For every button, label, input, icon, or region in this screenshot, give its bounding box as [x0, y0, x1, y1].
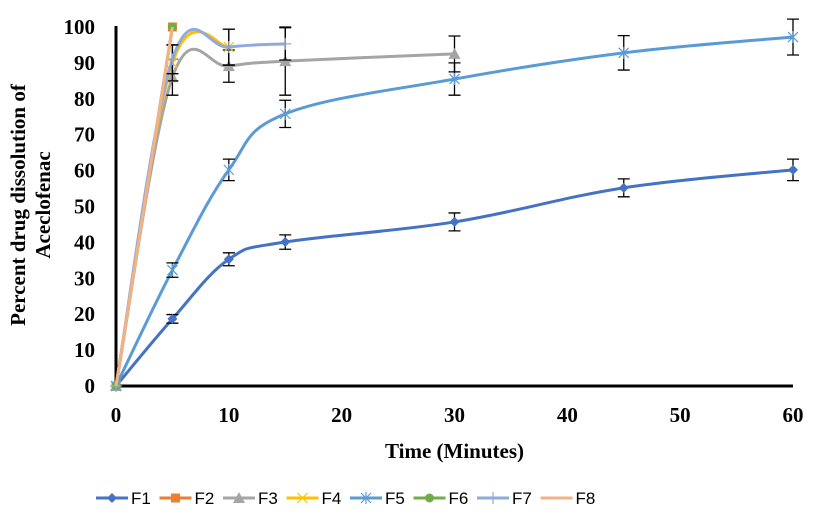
data-point	[618, 46, 630, 59]
legend-marker	[425, 493, 434, 503]
legend-marker	[107, 493, 117, 503]
y-tick-label: 60	[74, 159, 95, 183]
legend-label: F3	[258, 489, 278, 508]
data-point	[279, 107, 291, 120]
data-point	[280, 237, 291, 248]
legend-item-f1: F1	[96, 489, 151, 508]
legend-label: F7	[512, 489, 532, 508]
x-tick-label: 10	[218, 403, 239, 427]
axes	[114, 26, 793, 388]
legend-marker	[297, 492, 308, 504]
data-point	[279, 37, 292, 50]
data-point	[166, 264, 178, 277]
x-axis-title: Time (Minutes)	[385, 439, 524, 463]
y-tick-label: 40	[74, 230, 95, 254]
legend-label: F4	[322, 489, 342, 508]
legend-item-f3: F3	[223, 489, 278, 508]
y-tick-label: 20	[74, 302, 95, 326]
y-axis-title-line-1: Percent drug dissolution of	[6, 83, 30, 326]
legend-item-f4: F4	[286, 489, 342, 508]
legend-marker	[487, 492, 499, 504]
y-tick-label: 10	[74, 338, 95, 362]
legend-item-f7: F7	[477, 489, 532, 508]
series-layer	[110, 18, 799, 392]
data-point	[788, 164, 798, 175]
data-point	[448, 47, 461, 59]
data-point	[449, 216, 460, 227]
x-tick-label: 0	[111, 403, 122, 427]
y-tick-label: 30	[74, 266, 95, 290]
y-tick-label: 100	[64, 15, 96, 39]
legend-item-f8: F8	[540, 489, 596, 508]
legend-label: F1	[131, 489, 151, 508]
series-f7	[110, 27, 292, 392]
series-line-f1	[114, 168, 794, 387]
legend-item-f5: F5	[350, 489, 405, 508]
x-tick-label: 50	[670, 403, 691, 427]
legend-marker	[233, 492, 245, 503]
data-point	[167, 313, 178, 324]
y-axis-title-line-2: Aceclofenac	[31, 151, 55, 258]
legend-label: F6	[449, 489, 469, 508]
legend-marker	[171, 493, 180, 503]
x-tick-label: 60	[783, 403, 804, 427]
x-tick-label: 40	[557, 403, 578, 427]
x-tick-label: 20	[331, 403, 352, 427]
series-f5	[110, 18, 799, 392]
y-tick-label: 90	[74, 51, 95, 75]
legend-item-f6: F6	[413, 489, 469, 508]
x-tick-label: 30	[444, 403, 465, 427]
y-tick-label: 80	[74, 87, 95, 111]
data-point	[787, 31, 799, 44]
legend: F1 F2 F3 F4 F5 F6 F7 F8	[96, 489, 595, 508]
series-line-f8	[114, 26, 174, 387]
data-point	[449, 73, 460, 86]
y-tick-labels: 0 10 20 30 40 50 60 70 80 90 100	[64, 15, 96, 398]
data-point	[223, 163, 235, 176]
series-f8	[114, 26, 174, 387]
data-point	[618, 182, 629, 193]
x-tick-labels: 0 10 20 30 40 50 60	[111, 403, 804, 427]
legend-label: F5	[385, 489, 405, 508]
y-tick-label: 70	[74, 123, 95, 147]
legend-label: F8	[576, 489, 596, 508]
legend-marker	[360, 492, 372, 504]
legend-label: F2	[195, 489, 215, 508]
legend-item-f2: F2	[159, 489, 215, 508]
y-tick-label: 0	[85, 374, 96, 398]
y-axis-title: Percent drug dissolution of Aceclofenac	[6, 83, 55, 326]
y-tick-label: 50	[74, 195, 95, 219]
data-point	[222, 41, 235, 54]
data-point	[223, 254, 234, 265]
